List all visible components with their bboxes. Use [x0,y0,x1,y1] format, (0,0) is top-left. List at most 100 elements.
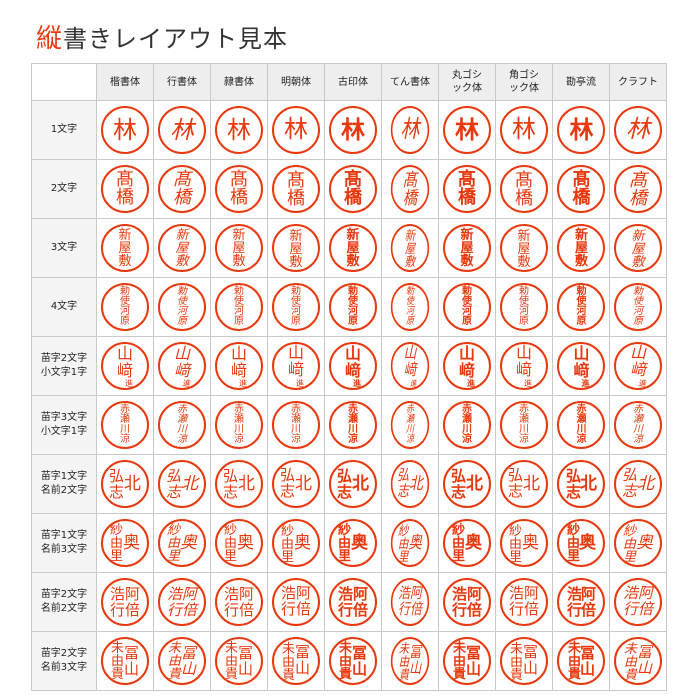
seal-cell: 紗由里奥 [96,513,154,573]
column-header: 楷書体 [96,63,154,101]
seal-char: 山 [580,660,595,678]
table-row: 苗字1文字 名前2文字弘志北弘志北弘志北弘志北弘志北弘志北弘志北弘志北弘志北弘志… [31,454,667,514]
seal-char: 由 [338,653,352,669]
seal-char: 里 [166,548,180,564]
seal-char: 屋 [631,240,645,256]
seal-char: 使 [120,296,130,307]
seal-char: 山 [181,660,197,678]
seal-char: 原 [234,316,244,327]
seal-char: 林 [400,117,420,143]
seal-char: 﨑 [403,361,417,379]
seal-cell: 髙橋 [609,159,667,219]
seal-char: 奥 [294,533,311,552]
table-row: 4文字勅使河原勅使河原勅使河原勅使河原勅使河原勅使河原勅使河原勅使河原勅使河原勅… [31,277,667,337]
seal-char: 河 [120,306,130,317]
seal-char: 未 [567,640,581,656]
seal-cell: 勅使河原 [153,277,211,337]
seal-char: 阿 [239,585,255,603]
seal-char: 進 [296,378,304,388]
seal-char: 髙 [515,170,533,190]
seal-char: 涼 [576,434,587,445]
seal-cell: 新屋敷 [324,218,382,278]
seal-stamp: 未由貴冨山 [215,637,263,685]
seal-cell: 赤瀬川涼 [153,395,211,455]
seal-stamp: 髙橋 [272,165,320,213]
seal-char: 屋 [118,240,132,256]
seal-char: 未 [224,640,238,656]
seal-char: 山 [287,344,304,362]
seal-char: 涼 [633,434,643,445]
seal-char: 山 [403,344,417,362]
seal-cell: 紗由里奥 [267,513,325,573]
seal-stamp: 紗由里奥 [215,519,263,567]
seal-stamp: 新屋敷 [272,224,320,272]
seal-char: 紗 [280,522,294,538]
seal-cell: 林 [438,100,496,160]
row-header: 2文字 [31,159,97,219]
seal-char: 使 [462,296,472,307]
seal-cell: 髙橋 [495,159,553,219]
seal-char: 山 [295,661,311,677]
seal-char: 弘 [507,467,523,484]
seal-char: 進 [410,378,417,388]
seal-char: 未 [452,640,466,656]
title-text: 書きレイアウト見本 [63,25,289,53]
seal-char: 敷 [118,253,132,269]
seal-stamp: 浩行阿倍 [557,578,605,626]
seal-char: 河 [633,306,643,317]
seal-char: 倍 [125,601,141,619]
seal-cell: 新屋敷 [438,218,496,278]
seal-char: 屋 [460,240,474,256]
seal-char: 浩 [109,585,125,603]
seal-cell: 未由貴冨山 [438,631,496,691]
seal-char: 紗 [166,522,180,538]
seal-char: 貴 [623,666,637,682]
seal-char: 橋 [287,188,305,208]
seal-cell: 浩行阿倍 [96,572,154,632]
seal-char: 山 [173,343,190,363]
seal-char: 里 [109,548,123,564]
seal-char: 貴 [281,666,295,682]
seal-char: 瀬 [234,414,244,425]
seal-cell: 新屋敷 [267,218,325,278]
seal-cell: 弘志北 [495,454,553,514]
seal-char: 赤 [291,404,301,415]
seal-char: 川 [234,424,244,435]
seal-stamp: 弘志北 [500,460,548,508]
seal-char: 敷 [232,253,246,269]
seal-char: 奥 [522,533,539,552]
seal-stamp: 赤瀬川涼 [329,401,377,449]
seal-char: 奥 [123,533,140,553]
seal-cell: 赤瀬川涼 [381,395,439,455]
seal-stamp: 未由貴冨山 [557,637,605,685]
seal-char: 屋 [574,240,588,256]
seal-cell: 新屋敷 [96,218,154,278]
seal-cell: 林 [153,100,211,160]
seal-char: 赤 [519,404,529,415]
seal-char: 原 [406,316,414,327]
seal-char: 行 [109,601,125,619]
seal-cell: 林 [324,100,382,160]
seal-char: 敷 [517,253,531,269]
seal-char: 髙 [572,169,591,190]
seal-cell: 林 [210,100,268,160]
seal-char: 行 [223,601,239,619]
seal-char: 赤 [633,404,643,415]
seal-char: 原 [576,316,587,327]
seal-char: 新 [289,227,303,243]
seal-cell: 弘志北 [438,454,496,514]
seal-cell: 弘志北 [381,454,439,514]
row-header: 苗字3文字 小文字1字 [31,395,97,455]
seal-char: 林 [455,116,479,144]
seal-char: 由 [397,535,409,551]
seal-char: 倍 [296,602,312,618]
column-header: 角ゴシ ック体 [495,63,553,101]
seal-stamp: 新屋敷 [329,224,377,272]
seal-char: 瀬 [348,414,358,425]
seal-char: 志 [565,483,581,501]
seal-cell: 勅使河原 [267,277,325,337]
seal-cell: 勅使河原 [609,277,667,337]
